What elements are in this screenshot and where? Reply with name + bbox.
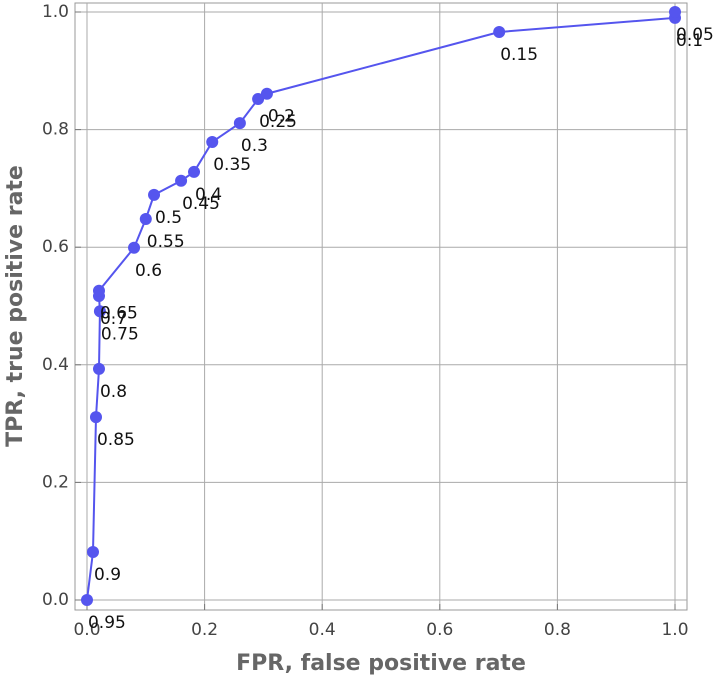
roc-point bbox=[175, 174, 188, 187]
threshold-label: 0.25 bbox=[259, 112, 297, 132]
roc-point bbox=[92, 284, 105, 297]
roc-point bbox=[148, 188, 161, 201]
x-tick-label: 0.2 bbox=[191, 620, 218, 640]
threshold-label: 0.05 bbox=[676, 25, 714, 45]
threshold-label: 0.4 bbox=[195, 185, 222, 205]
roc-point bbox=[86, 546, 99, 559]
roc-point bbox=[139, 212, 152, 225]
threshold-label: 0.2 bbox=[268, 107, 295, 127]
threshold-label: 0.85 bbox=[97, 430, 135, 450]
threshold-label: 0.1 bbox=[676, 31, 703, 51]
roc-line bbox=[86, 11, 677, 601]
threshold-label: 0.3 bbox=[241, 136, 268, 156]
x-axis-label: FPR, false positive rate bbox=[236, 651, 526, 676]
y-tick-label: 0.8 bbox=[42, 120, 69, 140]
roc-point bbox=[92, 362, 105, 375]
roc-point bbox=[89, 411, 102, 424]
threshold-label: 0.45 bbox=[182, 194, 220, 214]
roc-point bbox=[206, 135, 219, 148]
y-tick-label: 0.6 bbox=[42, 237, 69, 257]
threshold-label: 0.95 bbox=[88, 613, 126, 633]
roc-point bbox=[260, 87, 273, 100]
threshold-label: 0.9 bbox=[94, 565, 121, 585]
threshold-label: 0.5 bbox=[155, 208, 182, 228]
plot-frame bbox=[74, 2, 688, 611]
roc-point bbox=[93, 305, 106, 318]
roc-point bbox=[669, 5, 682, 18]
threshold-label: 0.35 bbox=[213, 155, 251, 175]
threshold-label: 0.6 bbox=[135, 261, 162, 281]
roc-point bbox=[80, 594, 93, 607]
threshold-label: 0.65 bbox=[100, 304, 138, 324]
y-tick-label: 0.0 bbox=[42, 590, 69, 610]
x-tick-label: 1.0 bbox=[661, 620, 688, 640]
threshold-label: 0.55 bbox=[147, 232, 185, 252]
roc-point bbox=[128, 241, 141, 254]
y-tick-label: 1.0 bbox=[42, 2, 69, 22]
x-tick-label: 0.8 bbox=[544, 620, 571, 640]
threshold-label: 0.8 bbox=[100, 382, 127, 402]
y-tick-label: 0.2 bbox=[42, 472, 69, 492]
roc-point bbox=[188, 165, 201, 178]
roc-point bbox=[252, 93, 265, 106]
x-tick-label: 0.6 bbox=[426, 620, 453, 640]
y-axis-label: TPR, true positive rate bbox=[3, 165, 28, 447]
roc-point bbox=[493, 25, 506, 38]
x-tick-label: 0.4 bbox=[309, 620, 336, 640]
x-tick-label: 0.0 bbox=[73, 620, 100, 640]
threshold-label: 0.75 bbox=[101, 324, 139, 344]
y-tick-label: 0.4 bbox=[42, 355, 69, 375]
threshold-label: 0.7 bbox=[100, 309, 127, 329]
threshold-label: 0.15 bbox=[500, 45, 538, 65]
roc-point bbox=[233, 117, 246, 130]
